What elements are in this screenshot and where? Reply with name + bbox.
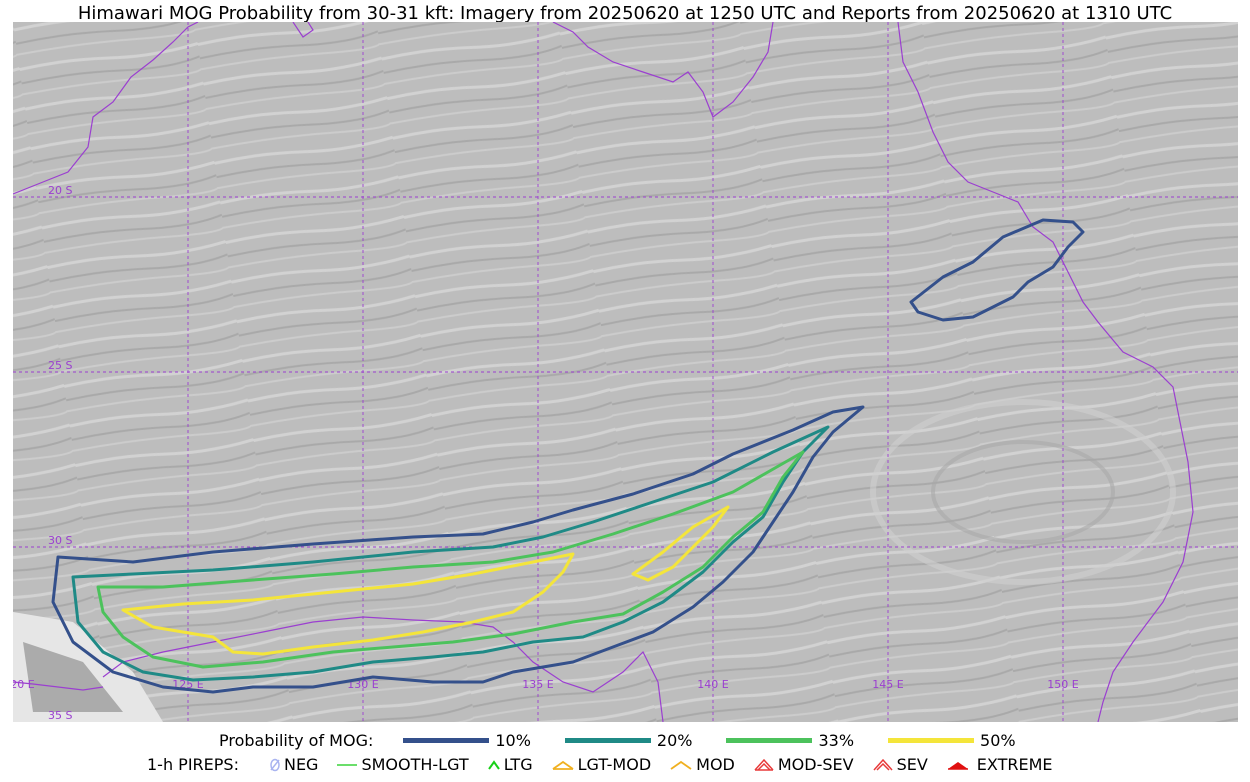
mod-icon <box>670 760 692 770</box>
contour-20-percent <box>71 425 830 682</box>
lon-label-150e: 150 E <box>1047 678 1078 691</box>
neg-icon <box>270 758 280 771</box>
pirep-lgt-mod: LGT-MOD <box>551 755 652 774</box>
pirep-mod-sev: MOD-SEV <box>753 755 854 774</box>
contour-50-percent <box>121 552 575 656</box>
probability-legend: Probability of MOG: 10% 20% 33% 50% <box>219 731 1016 750</box>
graticule <box>13 22 1238 722</box>
swirl-feature <box>870 399 1176 585</box>
pirep-extreme: EXTREME <box>946 755 1053 774</box>
probability-line-20 <box>564 738 651 743</box>
contour-33-percent <box>96 450 805 669</box>
lat-label-30s: 30 S <box>48 534 72 547</box>
lat-label-35s: 35 S <box>48 709 72 722</box>
satellite-map: 20 S 25 S 30 S 35 S 120 E 125 E 130 E 13… <box>13 22 1238 722</box>
lat-labels: 20 S 25 S 30 S 35 S <box>48 184 72 722</box>
probability-line-50 <box>888 738 975 743</box>
probability-line-33 <box>726 738 813 743</box>
swirl-feature-inner <box>931 440 1115 544</box>
pirep-mod: MOD <box>669 755 735 774</box>
mod-sev-icon <box>754 758 774 771</box>
lon-label-140e: 140 E <box>697 678 728 691</box>
lgt-mod-icon <box>552 760 574 770</box>
probability-level-33: 33% <box>818 731 855 750</box>
lon-label-145e: 145 E <box>872 678 903 691</box>
sev-icon <box>873 758 893 771</box>
pirep-extreme-label: EXTREME <box>976 755 1053 774</box>
lat-label-25s: 25 S <box>48 359 72 372</box>
cloud-patch-shadow <box>23 642 123 712</box>
coastline <box>13 22 1194 722</box>
lon-label-135e: 135 E <box>522 678 553 691</box>
pirep-mod-sev-label: MOD-SEV <box>777 755 854 774</box>
probability-level-10: 10% <box>495 731 531 750</box>
probability-level-20: 20% <box>656 731 693 750</box>
pirep-neg: NEG <box>269 755 318 774</box>
lon-label-120e: 120 E <box>13 678 35 691</box>
contour-50-percent-east <box>631 505 730 582</box>
lat-label-20s: 20 S <box>48 184 72 197</box>
pirep-legend: 1-h PIREPS: NEG SMOOTH-LGT LTG LGT-MOD M… <box>147 755 1070 774</box>
pirep-neg-label: NEG <box>283 755 319 774</box>
smooth-lgt-icon <box>337 763 358 766</box>
pirep-legend-label: 1-h PIREPS: <box>147 755 239 774</box>
pirep-ltg-label: LTG <box>503 755 533 774</box>
pirep-smooth-lgt-label: SMOOTH-LGT <box>361 755 469 774</box>
pirep-mod-label: MOD <box>696 755 735 774</box>
probability-line-10 <box>403 738 490 743</box>
pirep-sev-label: SEV <box>896 755 928 774</box>
map-title: Himawari MOG Probability from 30-31 kft:… <box>77 3 1173 24</box>
ltg-icon <box>487 759 500 770</box>
pirep-sev: SEV <box>872 755 928 774</box>
probability-legend-label: Probability of MOG: <box>219 731 374 750</box>
probability-contours <box>51 218 1085 694</box>
extreme-icon <box>947 761 968 770</box>
contour-10-percent <box>51 405 865 694</box>
pirep-ltg: LTG <box>487 755 533 774</box>
pirep-lgt-mod-label: LGT-MOD <box>577 755 652 774</box>
probability-level-50: 50% <box>980 731 1016 750</box>
contour-10-percent-north <box>909 218 1085 322</box>
pirep-smooth-lgt: SMOOTH-LGT <box>336 755 469 774</box>
